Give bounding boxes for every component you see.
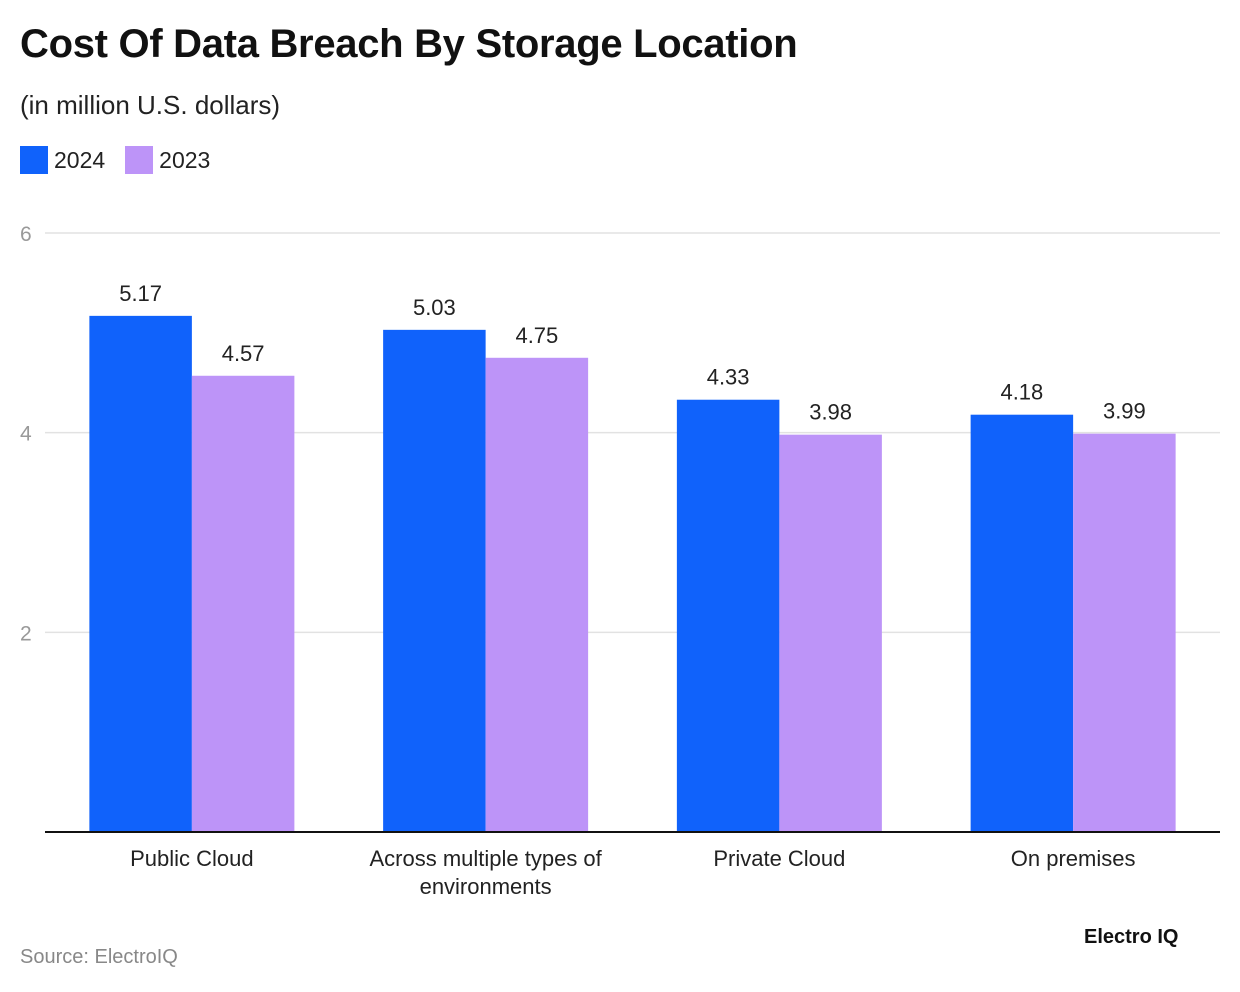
data-label: 4.18 <box>1000 380 1043 405</box>
legend-label-2024: 2024 <box>54 146 106 173</box>
legend-label-2023: 2023 <box>159 146 211 173</box>
bar-2023 <box>1073 433 1176 832</box>
legend: 2024 2023 <box>20 146 230 174</box>
y-tick-label: 4 <box>20 423 32 446</box>
chart-title: Cost Of Data Breach By Storage Location <box>20 22 798 66</box>
legend-item-2024: 2024 <box>20 146 105 174</box>
x-tick-label: Across multiple types of <box>369 846 602 871</box>
chart-subtitle: (in million U.S. dollars) <box>20 90 281 120</box>
bar-2023 <box>191 375 295 832</box>
legend-swatch-2024 <box>20 146 48 174</box>
electroiq-logo: Electro IQ <box>1084 926 1179 948</box>
bar-2024 <box>676 399 780 832</box>
bar-2023 <box>485 357 589 832</box>
data-label: 4.75 <box>515 323 558 348</box>
data-label: 4.57 <box>222 341 265 366</box>
data-label: 5.17 <box>119 281 162 306</box>
x-tick-label: On premises <box>1011 846 1136 871</box>
legend-item-2023: 2023 <box>125 146 210 174</box>
data-label: 4.33 <box>707 365 750 390</box>
x-tick-label: environments <box>420 874 552 899</box>
bar-2023 <box>779 434 882 832</box>
data-label: 3.98 <box>809 400 852 425</box>
data-label: 5.03 <box>413 295 456 320</box>
data-label: 3.99 <box>1103 399 1146 424</box>
legend-swatch-2023 <box>125 146 154 174</box>
bar-2024 <box>89 315 192 832</box>
bar-2024 <box>970 414 1074 832</box>
x-tick-label: Public Cloud <box>130 846 254 871</box>
y-tick-label: 2 <box>20 622 32 645</box>
source-note: Source: ElectroIQ <box>20 946 178 968</box>
bar-2024 <box>383 329 486 832</box>
x-tick-label: Private Cloud <box>713 846 845 871</box>
y-tick-label: 6 <box>20 223 32 246</box>
